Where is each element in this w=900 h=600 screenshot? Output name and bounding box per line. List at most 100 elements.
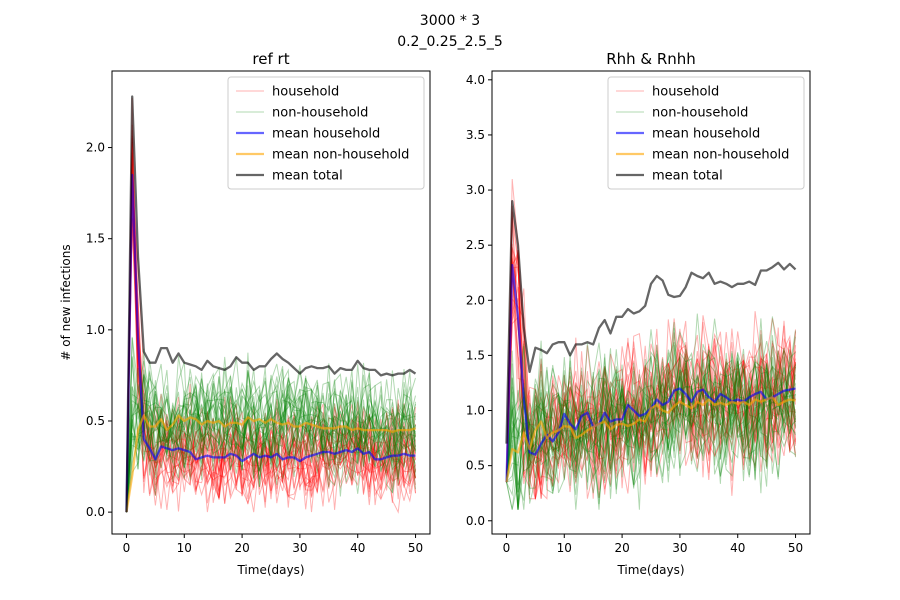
- x-tick-label: 0: [503, 541, 511, 555]
- run-line-household: [126, 217, 416, 513]
- run-line-household: [506, 211, 796, 491]
- run-line-non-household: [126, 369, 416, 513]
- run-line-household: [506, 216, 796, 495]
- legend-label: mean non-household: [652, 148, 789, 163]
- run-line-household: [126, 218, 416, 513]
- run-line-non-household: [506, 352, 796, 490]
- run-line-non-household: [506, 355, 796, 488]
- run-line-household: [506, 249, 796, 485]
- right-subplot: 0 10 20 30 40 50 0.0 0.5 1.0 1.5 2.0 2.5 3.0 3.5 4.0 Rh…: [466, 50, 811, 577]
- run-line-non-household: [506, 313, 796, 491]
- run-line-household: [126, 163, 416, 513]
- run-line-household: [126, 229, 416, 513]
- run-line-non-household: [126, 367, 416, 513]
- x-tick-label: 50: [408, 541, 423, 555]
- run-line-household: [506, 254, 796, 485]
- y-tick-label: 2.0: [466, 293, 485, 307]
- run-line-household: [506, 179, 796, 499]
- legend: household non-household mean household mean…: [607, 76, 805, 190]
- run-line-household: [506, 205, 796, 487]
- run-line-non-household: [506, 318, 796, 510]
- x-tick-label: 40: [350, 541, 365, 555]
- run-line-non-household: [126, 366, 416, 513]
- run-line-non-household: [126, 363, 416, 513]
- y-tick-label: 1.5: [86, 232, 105, 246]
- y-tick-label: 3.5: [466, 128, 485, 142]
- run-line-household: [126, 130, 416, 513]
- run-line-household: [126, 186, 416, 513]
- axes-frame: [491, 70, 811, 535]
- run-line-non-household: [126, 356, 416, 513]
- run-line-household: [126, 144, 416, 513]
- run-line-non-household: [126, 368, 416, 513]
- y-tick-label: 1.0: [86, 323, 105, 337]
- run-line-non-household: [126, 377, 416, 513]
- run-line-household: [506, 286, 796, 499]
- run-line-non-household: [126, 369, 416, 513]
- run-line-household: [506, 266, 796, 494]
- run-line-non-household: [126, 365, 416, 513]
- y-tick-label: 0.0: [466, 514, 485, 528]
- run-line-non-household: [506, 342, 796, 499]
- run-line-household: [126, 179, 416, 513]
- legend-label: non-household: [272, 106, 368, 121]
- legend: household non-household mean household mean…: [227, 76, 425, 190]
- plot-area: [505, 179, 797, 510]
- y-tick-label: 4.0: [466, 73, 485, 87]
- run-line-non-household: [126, 337, 416, 513]
- run-line-non-household: [126, 369, 416, 513]
- x-tick-label: 50: [788, 541, 803, 555]
- run-line-household: [126, 204, 416, 513]
- run-line-household: [126, 218, 416, 513]
- run-line-household: [126, 141, 416, 513]
- run-line-household: [126, 155, 416, 513]
- x-tick-label: 10: [557, 541, 572, 555]
- legend-box: [607, 76, 805, 190]
- run-line-household: [506, 256, 796, 483]
- y-axis-label: # of new infections: [59, 244, 73, 360]
- run-line-non-household: [506, 342, 796, 510]
- y-tick-label: 2.5: [466, 238, 485, 252]
- run-line-household: [126, 152, 416, 514]
- run-line-non-household: [506, 316, 796, 510]
- legend-label: mean total: [652, 169, 723, 184]
- x-tick-label: 20: [614, 541, 629, 555]
- run-line-household: [126, 97, 416, 513]
- suptitle-line-2: 0.2_0.25_2.5_5: [397, 34, 503, 50]
- run-line-non-household: [506, 335, 796, 495]
- legend-label: mean non-household: [272, 148, 409, 163]
- run-line-household: [126, 175, 416, 513]
- run-line-non-household: [126, 356, 416, 513]
- run-line-household: [506, 298, 796, 498]
- axes-frame: [111, 70, 431, 535]
- run-line-household: [506, 258, 796, 484]
- run-line-household: [126, 135, 416, 513]
- run-line-non-household: [506, 347, 796, 510]
- run-line-non-household: [126, 357, 416, 513]
- left-subplot: 0 10 20 30 40 50 0.0 0.5 1.0 1.5 2.0 ref rt Time(day…: [59, 50, 431, 577]
- run-line-non-household: [506, 348, 796, 483]
- run-line-household: [506, 246, 796, 490]
- run-line-non-household: [506, 353, 796, 510]
- series-line-mean-non-household: [125, 414, 416, 513]
- x-tick-label: 20: [234, 541, 249, 555]
- run-line-non-household: [506, 344, 796, 510]
- run-line-household: [506, 297, 796, 499]
- run-line-non-household: [506, 322, 796, 510]
- series-line-mean-household: [125, 173, 416, 513]
- run-line-household: [126, 188, 416, 513]
- x-tick-label: 40: [730, 541, 745, 555]
- legend-label: mean household: [652, 127, 760, 142]
- legend-box: [227, 76, 425, 190]
- x-tick-label: 10: [177, 541, 192, 555]
- legend-label: household: [272, 85, 339, 100]
- subplot-title: Rhh & Rnhh: [606, 50, 696, 68]
- run-line-household: [506, 265, 796, 499]
- run-line-household: [506, 248, 796, 483]
- y-tick-label: 1.0: [466, 404, 485, 418]
- run-line-household: [506, 260, 796, 483]
- run-line-non-household: [126, 365, 416, 513]
- run-line-household: [506, 217, 796, 500]
- suptitle-line-1: 3000 * 3: [420, 13, 480, 29]
